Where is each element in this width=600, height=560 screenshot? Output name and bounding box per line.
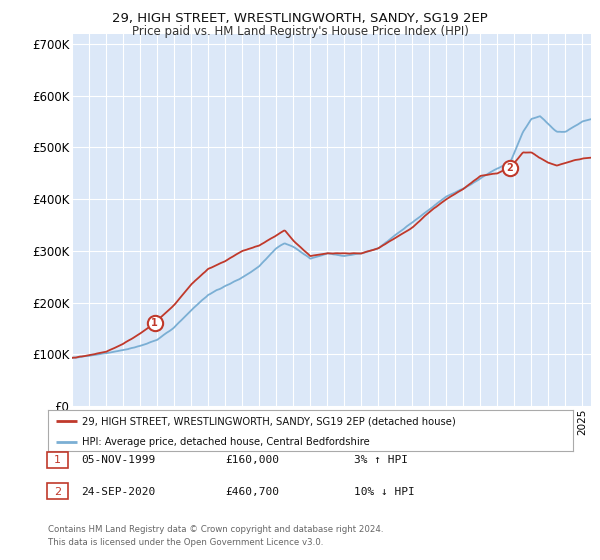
Text: 24-SEP-2020: 24-SEP-2020 — [81, 487, 155, 497]
Text: £460,700: £460,700 — [225, 487, 279, 497]
Text: 2: 2 — [506, 163, 513, 172]
Text: 3% ↑ HPI: 3% ↑ HPI — [354, 455, 408, 465]
Text: £160,000: £160,000 — [225, 455, 279, 465]
Text: 1: 1 — [151, 318, 158, 328]
Text: 29, HIGH STREET, WRESTLINGWORTH, SANDY, SG19 2EP (detached house): 29, HIGH STREET, WRESTLINGWORTH, SANDY, … — [82, 417, 456, 426]
Text: 05-NOV-1999: 05-NOV-1999 — [81, 455, 155, 465]
Text: 29, HIGH STREET, WRESTLINGWORTH, SANDY, SG19 2EP: 29, HIGH STREET, WRESTLINGWORTH, SANDY, … — [112, 12, 488, 25]
Text: 10% ↓ HPI: 10% ↓ HPI — [354, 487, 415, 497]
Text: HPI: Average price, detached house, Central Bedfordshire: HPI: Average price, detached house, Cent… — [82, 437, 370, 447]
Text: 2: 2 — [54, 487, 61, 497]
Text: 1: 1 — [54, 455, 61, 465]
Text: Price paid vs. HM Land Registry's House Price Index (HPI): Price paid vs. HM Land Registry's House … — [131, 25, 469, 38]
Text: Contains HM Land Registry data © Crown copyright and database right 2024.
This d: Contains HM Land Registry data © Crown c… — [48, 525, 383, 547]
